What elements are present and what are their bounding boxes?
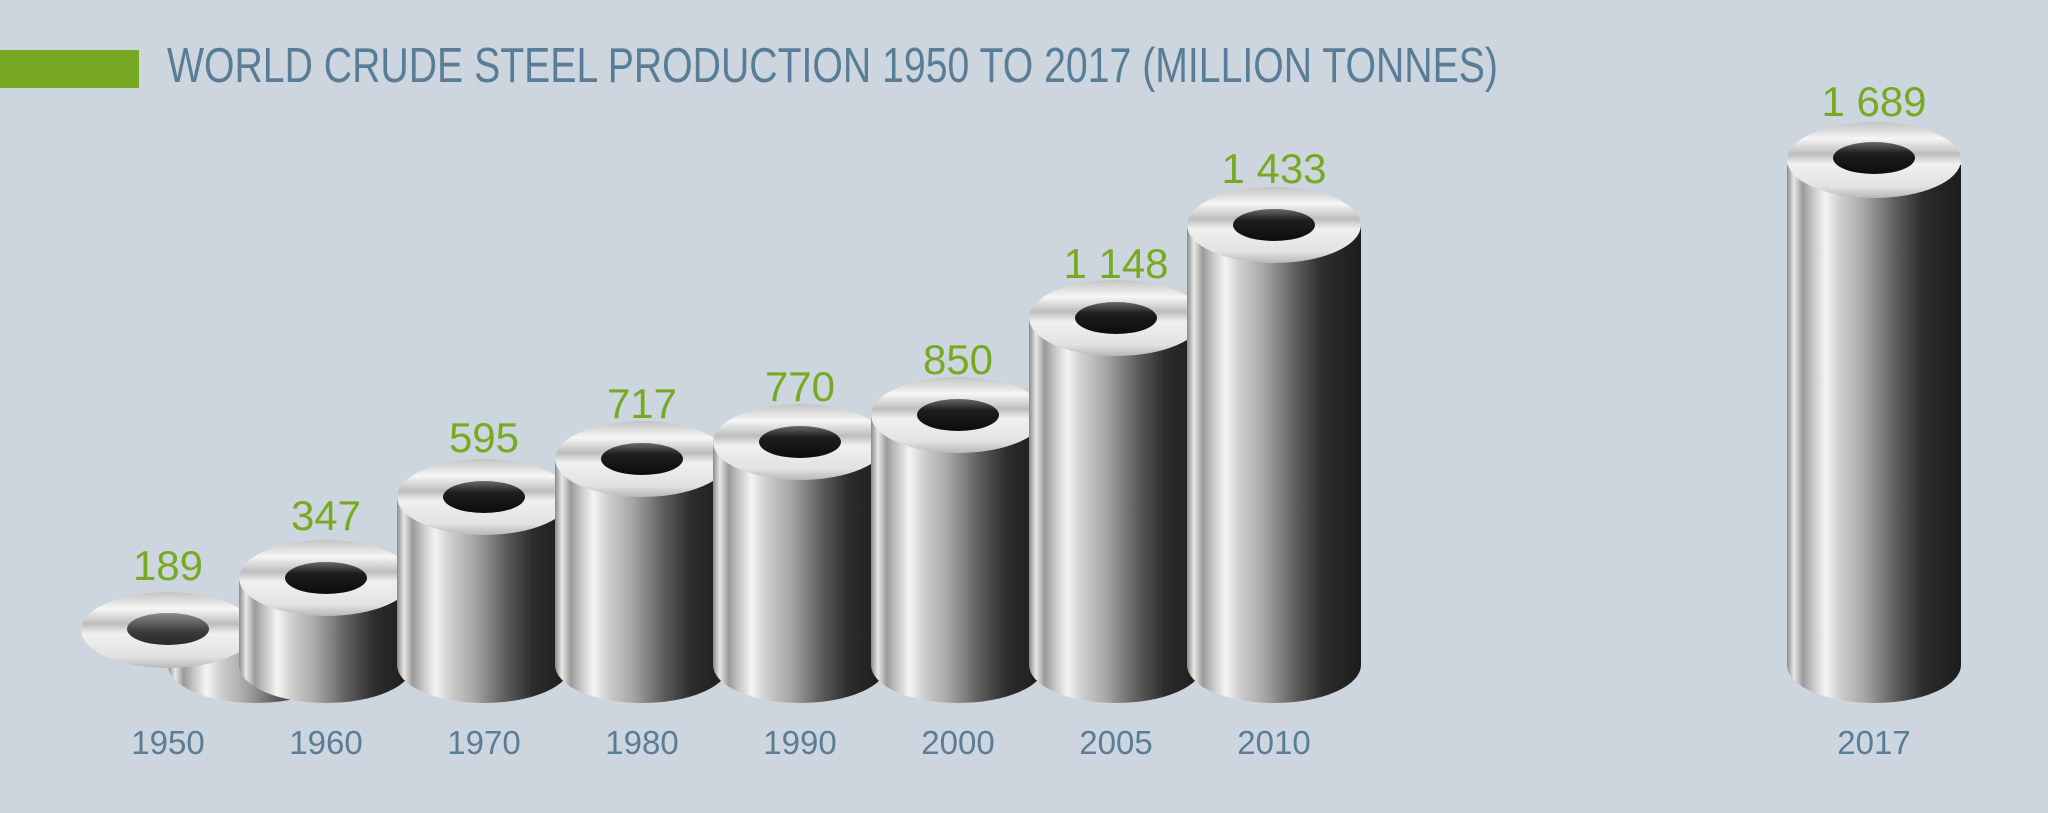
value-label-2005: 1 148 — [1063, 240, 1168, 287]
bar-2000: 850 2000 — [871, 336, 1045, 761]
year-label-1980: 1980 — [605, 724, 678, 761]
value-label-1970: 595 — [449, 414, 519, 461]
bar-1960: 347 1960 — [239, 492, 413, 761]
bar-1990: 770 1990 — [713, 363, 887, 761]
value-label-1980: 717 — [607, 380, 677, 427]
value-label-1950: 189 — [133, 542, 203, 589]
year-label-1950: 1950 — [131, 724, 204, 761]
year-label-1990: 1990 — [763, 724, 836, 761]
bar-2010: 1 433 2010 — [1187, 145, 1361, 761]
year-label-1970: 1970 — [447, 724, 520, 761]
year-label-2005: 2005 — [1079, 724, 1152, 761]
bar-2005: 1 148 2005 — [1029, 240, 1203, 761]
value-label-2017: 1 689 — [1821, 78, 1926, 125]
year-label-2017: 2017 — [1837, 724, 1910, 761]
year-label-2000: 2000 — [921, 724, 994, 761]
value-label-2010: 1 433 — [1221, 145, 1326, 192]
bar-2017: 1 689 2017 — [1787, 78, 1961, 761]
chart-title: WORLD CRUDE STEEL PRODUCTION 1950 TO 201… — [167, 39, 1498, 93]
year-label-2010: 2010 — [1237, 724, 1310, 761]
bar-1970: 595 1970 — [397, 414, 571, 761]
bar-1980: 717 1980 — [555, 380, 729, 761]
value-label-1960: 347 — [291, 492, 361, 539]
value-label-2000: 850 — [923, 336, 993, 383]
year-label-1960: 1960 — [289, 724, 362, 761]
value-label-1990: 770 — [765, 363, 835, 410]
title-accent-bar — [0, 50, 139, 88]
